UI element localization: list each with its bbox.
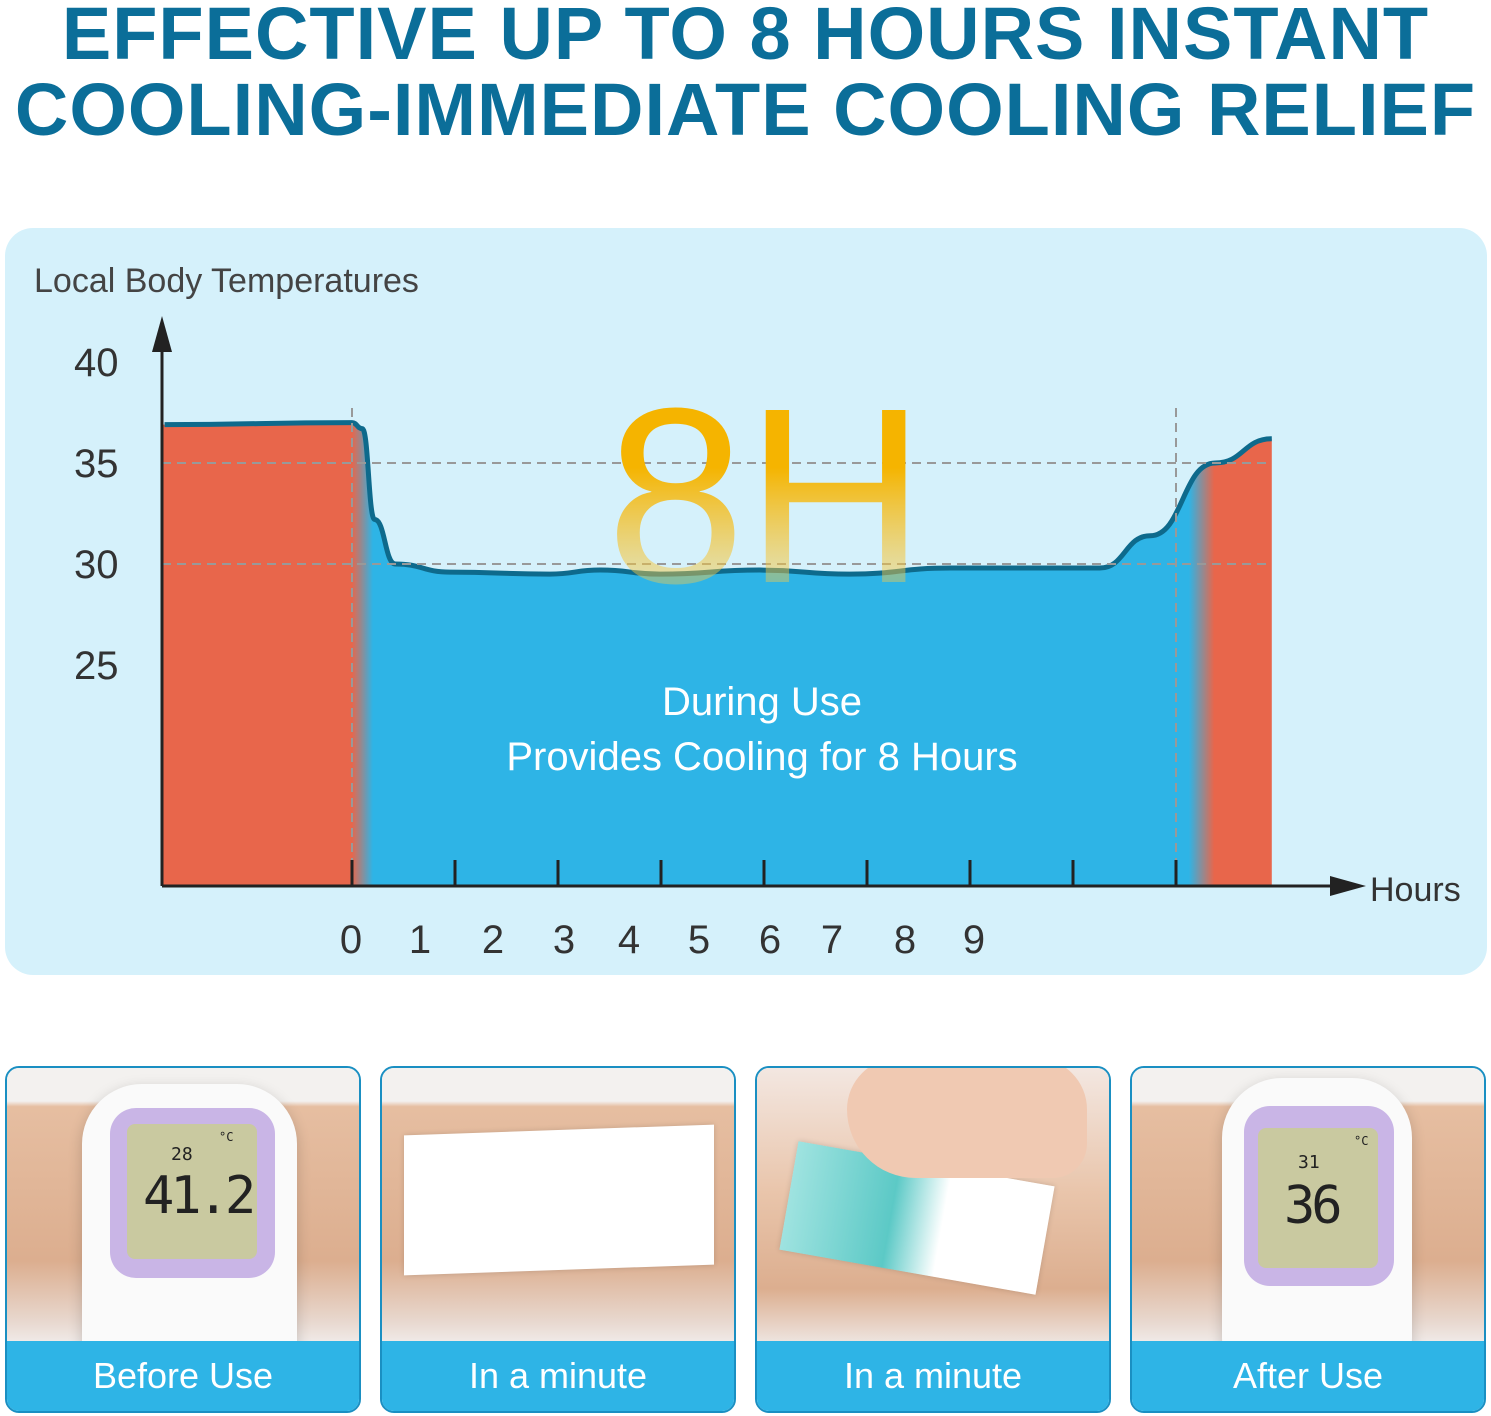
hand-image — [847, 1068, 1087, 1178]
photo-patch-on-arm — [382, 1068, 734, 1344]
x-tick-label: 3 — [553, 918, 575, 962]
thermometer-display: °C 28 41.2 — [127, 1124, 257, 1259]
x-tick-label: 7 — [821, 918, 843, 962]
ambient-reading: 31 — [1298, 1152, 1320, 1173]
y-tick-label: 25 — [74, 644, 119, 688]
y-tick-label: 35 — [74, 442, 119, 486]
y-tick-label: 30 — [74, 543, 119, 587]
thermometer-image: °C 28 41.2 — [82, 1084, 297, 1384]
photo-card-applying-patch: In a minute — [380, 1066, 736, 1413]
temperature-reading: 41.2 — [143, 1166, 256, 1226]
x-tick-label: 5 — [688, 918, 710, 962]
temperature-reading: 36 — [1284, 1176, 1343, 1236]
x-tick-label: 0 — [340, 918, 362, 962]
photo-hand-pressing-patch — [757, 1068, 1109, 1344]
x-tick-label: 4 — [618, 918, 640, 962]
photo-card-after-use: °C 31 36 After Use — [1130, 1066, 1486, 1413]
photo-thermometer-after: °C 31 36 — [1132, 1068, 1484, 1378]
big-8h-label: 8H — [606, 356, 926, 635]
unit-label: °C — [219, 1130, 234, 1144]
y-tick-label: 40 — [74, 341, 119, 385]
x-axis-label: Hours — [1370, 871, 1461, 909]
y-axis-arrow-icon — [152, 316, 172, 352]
x-tick-label: 2 — [482, 918, 504, 962]
x-tick-label: 9 — [963, 918, 985, 962]
temperature-area — [162, 422, 1272, 886]
card-label: In a minute — [757, 1341, 1109, 1411]
photo-card-gel-patch: In a minute — [755, 1066, 1111, 1413]
headline-line-2: COOLING-IMMEDIATE COOLING RELIEF — [14, 68, 1477, 151]
annotation-line-1: During Use — [662, 680, 862, 724]
unit-label: °C — [1354, 1134, 1369, 1148]
photo-card-before-use: °C 28 41.2 Before Use — [5, 1066, 361, 1413]
card-label: Before Use — [7, 1341, 359, 1411]
x-axis-arrow-icon — [1330, 876, 1366, 896]
headline-line-1: EFFECTIVE UP TO 8 HOURS INSTANT — [61, 0, 1430, 75]
x-tick-label: 8 — [894, 918, 916, 962]
thermometer-display: °C 31 36 — [1258, 1128, 1378, 1268]
x-tick-label: 1 — [409, 918, 431, 962]
photo-thermometer-before: °C 28 41.2 — [7, 1068, 359, 1384]
card-label: After Use — [1132, 1341, 1484, 1411]
temperature-chart: 8H During Use Provides Cooling for 8 Hou… — [34, 262, 1461, 962]
cooling-patch-image — [404, 1124, 714, 1276]
x-tick-label: 6 — [759, 918, 781, 962]
card-label: In a minute — [382, 1341, 734, 1411]
ambient-reading: 28 — [171, 1144, 193, 1165]
annotation-line-2: Provides Cooling for 8 Hours — [506, 735, 1017, 779]
thermometer-image: °C 31 36 — [1222, 1078, 1412, 1378]
temperature-curve — [164, 420, 1272, 577]
y-axis-label: Local Body Temperatures — [34, 262, 419, 300]
